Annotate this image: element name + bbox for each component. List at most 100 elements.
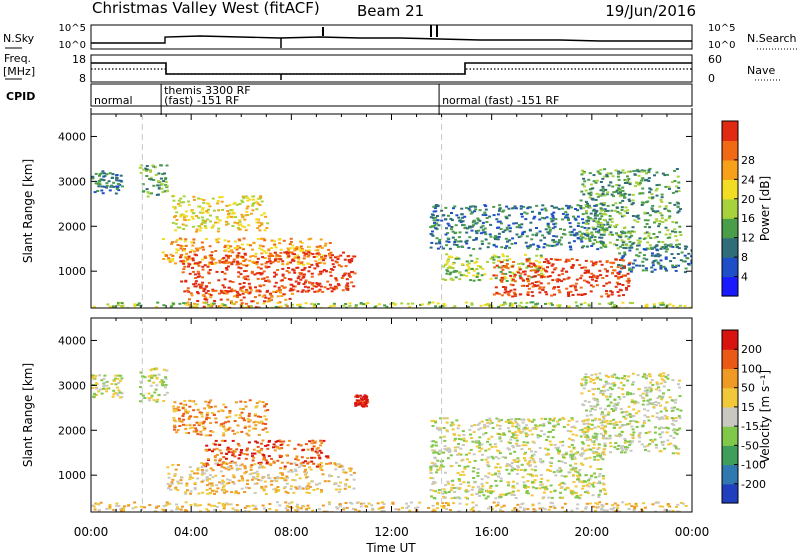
echo-cell	[252, 476, 255, 478]
echo-cell	[173, 475, 176, 477]
echo-cell	[473, 431, 476, 433]
echo-cell	[146, 188, 149, 190]
echo-cell	[478, 422, 481, 424]
echo-cell	[457, 446, 460, 448]
echo-cell	[470, 260, 473, 262]
echo-cell	[283, 468, 286, 470]
echo-cell	[581, 429, 584, 431]
echo-cell	[549, 441, 552, 443]
echo-cell	[157, 173, 160, 175]
echo-cell	[275, 491, 278, 493]
echo-cell	[447, 215, 450, 217]
echo-cell	[221, 440, 224, 442]
echo-cell	[249, 399, 252, 401]
echo-cell	[585, 212, 588, 214]
echo-cell	[550, 457, 553, 459]
echo-cell	[177, 203, 180, 205]
echo-cell	[526, 245, 529, 247]
echo-cell	[362, 502, 365, 504]
echo-cell	[263, 467, 266, 469]
echo-cell	[192, 218, 195, 220]
echo-cell	[633, 219, 636, 221]
echo-cell	[214, 222, 217, 224]
echo-cell	[443, 491, 446, 493]
echo-cell	[250, 464, 253, 466]
echo-cell	[630, 505, 633, 507]
echo-cell	[148, 397, 151, 399]
echo-cell	[494, 235, 497, 237]
echo-cell	[433, 449, 436, 451]
echo-cell	[568, 446, 571, 448]
echo-cell	[622, 416, 625, 418]
echo-cell	[239, 283, 242, 285]
echo-cell	[243, 270, 246, 272]
echo-cell	[457, 217, 460, 219]
echo-cell	[620, 276, 623, 278]
echo-cell	[324, 286, 327, 288]
echo-cell	[297, 261, 300, 263]
echo-cell	[638, 265, 641, 267]
echo-cell	[277, 302, 280, 304]
echo-cell	[455, 214, 458, 216]
echo-cell	[456, 244, 459, 246]
echo-cell	[444, 305, 447, 307]
echo-cell	[548, 509, 551, 511]
echo-cell	[155, 389, 158, 391]
echo-cell	[549, 418, 552, 420]
echo-cell	[570, 234, 573, 236]
echo-cell	[677, 253, 680, 255]
echo-cell	[588, 401, 591, 403]
echo-cell	[630, 269, 633, 271]
echo-cell	[569, 246, 572, 248]
echo-cell	[586, 415, 589, 417]
echo-cell	[175, 252, 178, 254]
echo-cell	[273, 480, 276, 482]
echo-cell	[239, 229, 242, 231]
echo-cell	[514, 507, 517, 509]
echo-cell	[545, 258, 548, 260]
echo-cell	[150, 178, 153, 180]
echo-cell	[235, 448, 238, 450]
echo-cell	[621, 244, 624, 246]
echo-cell	[546, 231, 549, 233]
echo-cell	[185, 485, 188, 487]
echo-cell	[595, 205, 598, 207]
echo-cell	[234, 241, 237, 243]
echo-cell	[668, 215, 671, 217]
echo-cell	[335, 278, 338, 280]
echo-cell	[320, 489, 323, 491]
echo-cell	[495, 456, 498, 458]
echo-cell	[453, 241, 456, 243]
echo-cell	[338, 485, 341, 487]
echo-cell	[544, 418, 547, 420]
echo-cell	[675, 270, 678, 272]
echo-cell	[539, 458, 542, 460]
echo-cell	[225, 260, 228, 262]
echo-cell	[236, 255, 239, 257]
echo-cell	[617, 266, 620, 268]
echo-cell	[298, 486, 301, 488]
echo-cell	[266, 448, 269, 450]
echo-cell	[310, 469, 313, 471]
echo-cell	[462, 481, 465, 483]
echo-cell	[498, 433, 501, 435]
echo-cell	[601, 225, 604, 227]
echo-cell	[508, 430, 511, 432]
echo-cell	[567, 259, 570, 261]
echo-cell	[626, 391, 629, 393]
echo-cell	[530, 457, 533, 459]
echo-cell	[246, 483, 249, 485]
echo-cell	[498, 419, 501, 421]
echo-cell	[622, 195, 625, 197]
echo-cell	[492, 427, 495, 429]
cpid-segment-label: (fast) -151 RF	[164, 94, 239, 107]
echo-cell	[505, 465, 508, 467]
echo-cell	[543, 261, 546, 263]
echo-cell	[592, 506, 595, 508]
echo-cell	[540, 474, 543, 476]
echo-cell	[187, 201, 190, 203]
echo-cell	[185, 253, 188, 255]
echo-cell	[324, 243, 327, 245]
echo-cell	[105, 390, 108, 392]
echo-cell	[648, 197, 651, 199]
